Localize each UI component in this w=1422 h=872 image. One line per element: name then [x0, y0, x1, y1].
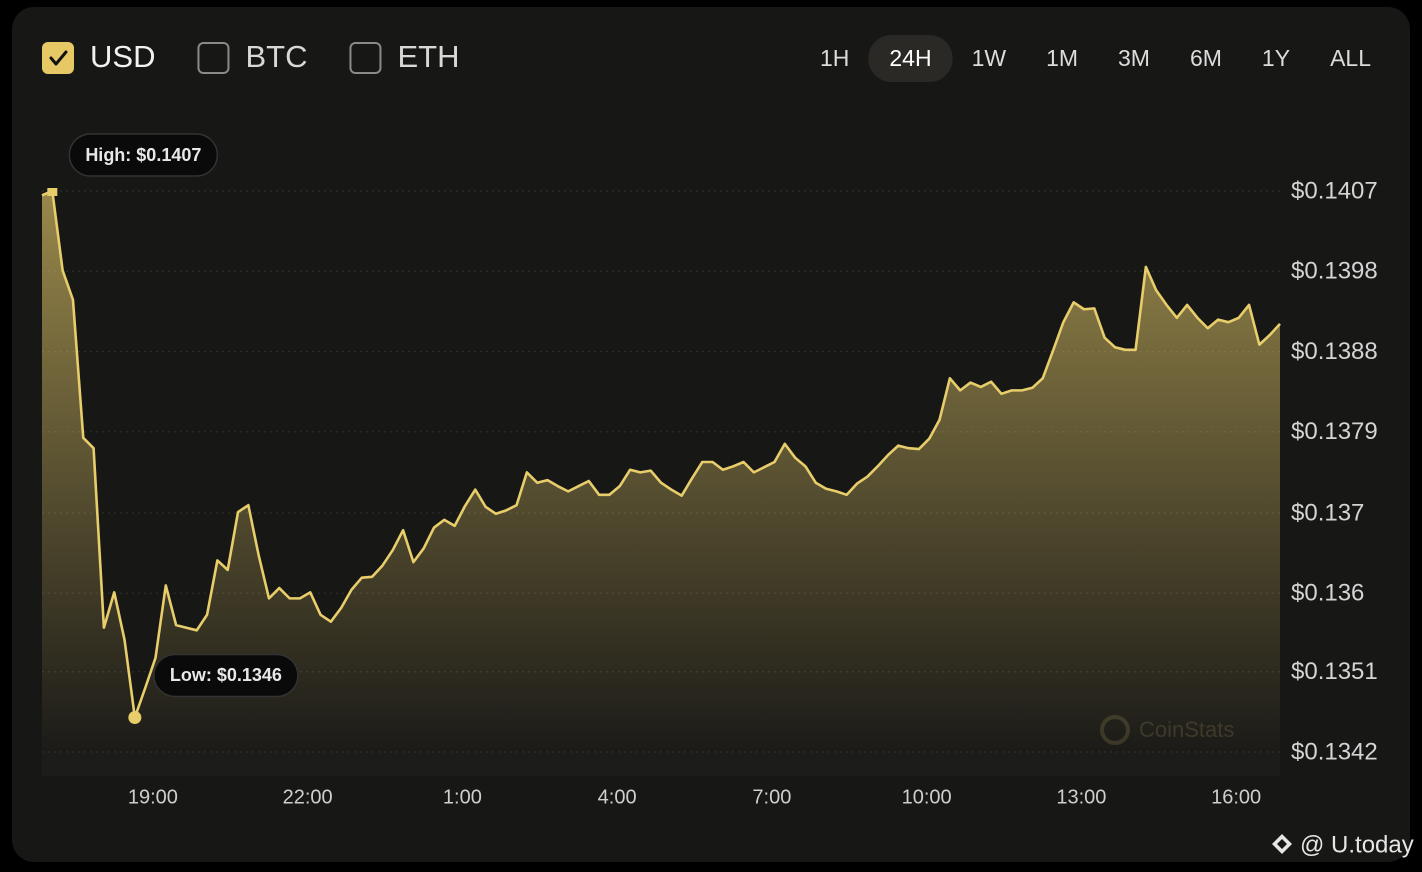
- watermark-icon: [1100, 715, 1130, 745]
- toggle-label[interactable]: BTC: [245, 39, 307, 74]
- watermark: CoinStats: [1139, 717, 1234, 742]
- range-button[interactable]: 1W: [972, 45, 1007, 71]
- high-label-bg: [68, 133, 219, 177]
- high-label: High: $0.1407: [85, 145, 201, 165]
- credit-group: @ U.today: [1272, 831, 1414, 858]
- low-marker: [128, 710, 142, 724]
- x-tick-label: 4:00: [598, 786, 637, 808]
- y-tick-label: $0.1407: [1291, 177, 1378, 204]
- x-tick-label: 22:00: [283, 786, 333, 808]
- range-button[interactable]: 1Y: [1262, 45, 1290, 71]
- x-tick-label: 1:00: [443, 786, 482, 808]
- watermark-group: CoinStats: [1100, 715, 1234, 745]
- x-tick-label: 19:00: [128, 786, 178, 808]
- range-button[interactable]: ALL: [1330, 45, 1371, 71]
- low-label-bg: [153, 653, 299, 698]
- checkbox[interactable]: [349, 42, 382, 74]
- x-tick-label: 16:00: [1211, 786, 1261, 808]
- x-tick-label: 10:00: [902, 786, 952, 808]
- axis-band: [42, 752, 1280, 776]
- checkbox[interactable]: [42, 42, 74, 74]
- y-tick-label: $0.1379: [1291, 418, 1378, 445]
- range-button[interactable]: 1H: [820, 45, 849, 71]
- y-tick-label: $0.1388: [1291, 338, 1378, 365]
- range-selected-bg[interactable]: [868, 35, 953, 82]
- credit: @ U.today: [1300, 831, 1414, 858]
- range-button[interactable]: 6M: [1190, 45, 1222, 71]
- x-tick-label: 7:00: [752, 786, 791, 808]
- checkmark: [49, 50, 68, 66]
- line: [41, 189, 1281, 719]
- toggle-label[interactable]: ETH: [397, 39, 459, 74]
- y-tick-label: $0.136: [1291, 580, 1364, 607]
- y-tick-label: $0.137: [1291, 499, 1364, 526]
- x-tick-label: 13:00: [1056, 786, 1106, 808]
- credit-icon: [1272, 834, 1292, 854]
- range-button[interactable]: 24H: [889, 45, 931, 71]
- area: [42, 191, 1280, 752]
- y-tick-label: $0.1342: [1291, 738, 1378, 765]
- plot: High: $0.1407 Low: $0.1346: [41, 133, 1281, 752]
- toggle-label[interactable]: USD: [90, 39, 155, 74]
- y-tick-label: $0.1398: [1291, 258, 1378, 285]
- y-tick-label: $0.1351: [1291, 658, 1378, 685]
- range-button[interactable]: 3M: [1118, 45, 1150, 71]
- range-button[interactable]: 1M: [1046, 45, 1078, 71]
- toolbar: USD BTC ETH ALL 1Y 6M 3M 1M 1W 24H 1H: [42, 35, 1371, 82]
- high-marker: [47, 188, 58, 196]
- low-label: Low: $0.1346: [170, 665, 282, 685]
- checkbox[interactable]: [197, 42, 230, 74]
